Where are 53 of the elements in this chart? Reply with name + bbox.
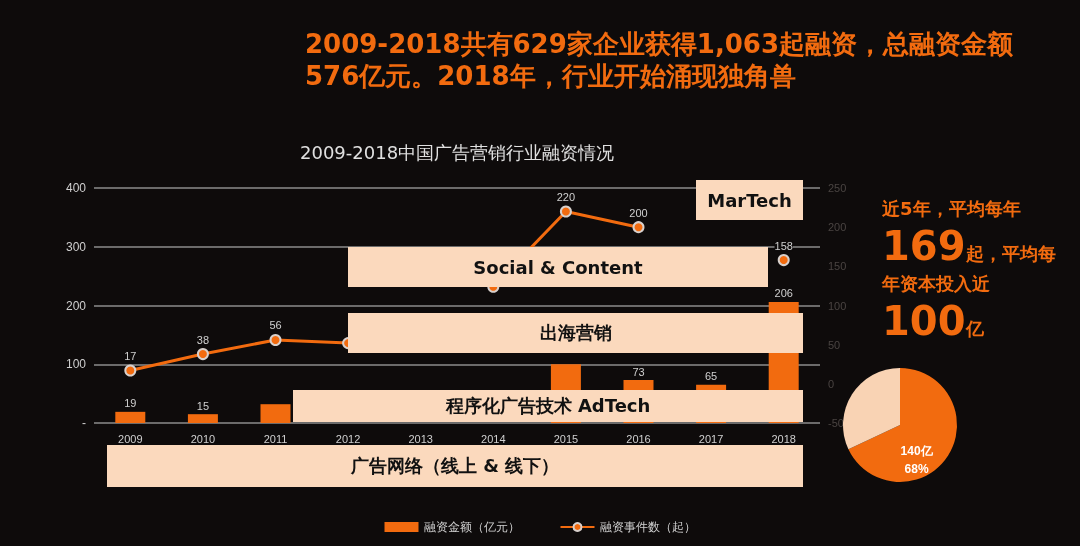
data-label: 200 <box>629 206 648 219</box>
text-box: MarTech <box>696 180 803 220</box>
data-label: 15 <box>196 399 210 412</box>
point <box>559 205 572 218</box>
chart-title: 2009-2018共有629家企业获得1,063起融资，总融资金额576亿元。2018年，行业开始涌现独角兽 <box>305 28 1015 92</box>
data-label: 158 <box>774 239 793 252</box>
text-box: 出海营销 <box>348 313 803 353</box>
legend-label: 融资事件数（起） <box>599 520 696 534</box>
data-label: 38 <box>196 333 210 346</box>
text-box: Social & Content <box>348 247 768 287</box>
text-box: 广告网络（线上 & 线下） <box>107 445 803 487</box>
x-tick-label: 2018 <box>771 432 796 445</box>
x-tick-label: 2016 <box>626 432 651 445</box>
y-tick-label: 300 <box>65 239 87 254</box>
data-label: 17 <box>124 350 137 363</box>
y2-tick-label: 150 <box>828 260 847 273</box>
bar <box>115 411 146 423</box>
data-label: 220 <box>556 191 576 203</box>
data-label: 140亿 68% <box>900 443 934 476</box>
data-label: 73 <box>632 365 645 378</box>
x-tick-label: 2011 <box>263 432 288 445</box>
annotation: Social & Content <box>473 256 643 278</box>
y-tick-label: 100 <box>65 357 87 372</box>
point <box>124 364 137 377</box>
data-label: 206 <box>774 287 793 300</box>
annotation: MarTech <box>707 189 792 211</box>
x-tick-label: 2014 <box>481 432 506 445</box>
text-box: 程序化广告技术 AdTech <box>293 390 803 422</box>
point <box>269 333 282 346</box>
x-tick-label: 2015 <box>553 432 579 445</box>
bar <box>260 404 291 423</box>
x-tick-label: 2012 <box>335 432 361 445</box>
point <box>632 221 645 234</box>
y2-tick-label: 50 <box>828 338 841 351</box>
x-tick-label: 2017 <box>698 432 724 445</box>
text: 近5年，平均每年169起，平均每年资本投入近100亿 <box>882 197 1057 344</box>
x-tick-label: 2013 <box>408 432 433 445</box>
data-label: 19 <box>124 397 137 410</box>
y-tick-label: - <box>82 416 86 430</box>
x-tick-label: 2009 <box>118 432 143 445</box>
y-tick-label: 400 <box>65 181 87 195</box>
legend-label: 融资金额（亿元） <box>423 520 520 534</box>
y2-tick-label: 250 <box>828 182 847 194</box>
data-label: 65 <box>704 370 718 383</box>
chart-subtitle: 2009-2018中国广告营销行业融资情况 <box>300 141 615 163</box>
point <box>777 254 790 267</box>
annotation: 程序化广告技术 AdTech <box>445 394 651 418</box>
annotation: 出海营销 <box>539 321 612 345</box>
x-tick-label: 2010 <box>190 432 216 445</box>
bar <box>187 414 218 423</box>
data-label: 56 <box>269 319 282 332</box>
y-tick-label: 200 <box>65 298 87 313</box>
point <box>196 348 209 361</box>
